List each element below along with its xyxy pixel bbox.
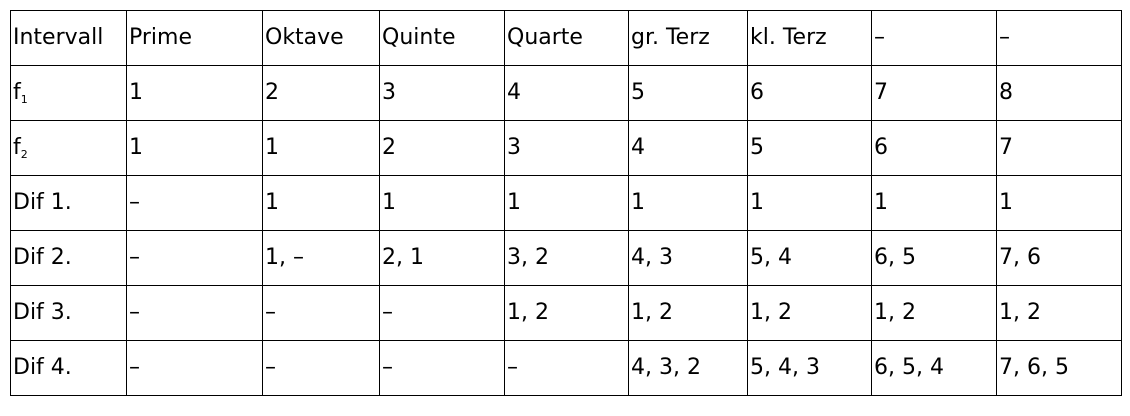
table-cell: 1 [996, 175, 1122, 231]
interval-table: Intervall Prime Oktave Quinte Quarte gr. Terz… [10, 10, 1122, 396]
row-label-cell: Dif 2. [10, 230, 127, 286]
column-header-cell: Quinte [379, 10, 505, 66]
table-cell: 1 [126, 65, 263, 121]
table-cell: 5, 4 [747, 230, 872, 286]
row-label-cell: Dif 3. [10, 285, 127, 341]
table-cell: 5, 4, 3 [747, 340, 872, 396]
table-row: Dif 3. – – –1, 2 1, 2 1, 2 1, 2 1, 2 [10, 285, 1122, 341]
column-header-cell: Prime [126, 10, 263, 66]
table-cell: 1 [379, 175, 505, 231]
column-header-cell: – [996, 10, 1122, 66]
table-row: f2 1 1 2 3 4 5 6 7 [10, 120, 1122, 176]
column-header-cell: Quarte [504, 10, 629, 66]
table-cell: – [379, 285, 505, 341]
row-label-cell: Dif 4. [10, 340, 127, 396]
table-cell: 1 [126, 120, 263, 176]
table-cell: 1 [504, 175, 629, 231]
row-label-cell: Intervall [10, 10, 127, 66]
table-cell: 2, 1 [379, 230, 505, 286]
table-cell: 8 [996, 65, 1122, 121]
table-cell: 1 [262, 120, 380, 176]
table-cell: – [126, 175, 263, 231]
table-cell: – [126, 340, 263, 396]
table-cell: 7, 6, 5 [996, 340, 1122, 396]
row-label: f [13, 135, 21, 160]
column-header-cell: Oktave [262, 10, 380, 66]
row-label-subscript: 2 [20, 148, 28, 161]
table-row: Dif 2. –1, –2, 1 3, 2 4, 3 5, 4 6, 5 7, 6 [10, 230, 1122, 286]
table-cell: 3 [504, 120, 629, 176]
table-cell: – [262, 285, 380, 341]
table-cell: 2 [379, 120, 505, 176]
table-cell: 6 [871, 120, 997, 176]
table-cell: 1 [262, 175, 380, 231]
row-label: Dif 4. [13, 355, 72, 380]
table-cell: 4, 3 [628, 230, 748, 286]
table-cell: 1 [628, 175, 748, 231]
column-header-cell: – [871, 10, 997, 66]
row-label: Dif 2. [13, 245, 72, 270]
table-cell: 4, 3, 2 [628, 340, 748, 396]
table-cell: 1, 2 [504, 285, 629, 341]
column-header-cell: gr. Terz [628, 10, 748, 66]
row-label: Dif 3. [13, 300, 72, 325]
table-cell: – [379, 340, 505, 396]
table-cell: 6, 5 [871, 230, 997, 286]
table-cell: 6 [747, 65, 872, 121]
row-label-cell: f2 [10, 120, 127, 176]
table-cell: 1, 2 [996, 285, 1122, 341]
table-row: Dif 1. –1 1 1 1 1 1 1 [10, 175, 1122, 231]
table-cell: 5 [747, 120, 872, 176]
interval-table-body: Intervall Prime Oktave Quinte Quarte gr. Terz… [10, 10, 1122, 396]
table-cell: 4 [628, 120, 748, 176]
table-cell: – [504, 340, 629, 396]
table-header-row: Intervall Prime Oktave Quinte Quarte gr. Terz… [10, 10, 1122, 66]
table-cell: 3 [379, 65, 505, 121]
table-row: Dif 4. – – – –4, 3, 2 5, 4, 3 6, 5, 4 7, 6, 5 [10, 340, 1122, 396]
table-cell: 1, 2 [747, 285, 872, 341]
table-cell: 1, – [262, 230, 380, 286]
table-cell: 5 [628, 65, 748, 121]
row-label: Intervall [13, 25, 104, 50]
table-cell: 1, 2 [628, 285, 748, 341]
table-cell: 7 [996, 120, 1122, 176]
table-cell: 1 [871, 175, 997, 231]
row-label-cell: f1 [10, 65, 127, 121]
table-cell: – [262, 340, 380, 396]
table-row: f1 1 2 3 4 5 6 7 8 [10, 65, 1122, 121]
column-header-cell: kl. Terz [747, 10, 872, 66]
table-cell: 3, 2 [504, 230, 629, 286]
table-cell: 7, 6 [996, 230, 1122, 286]
row-label-subscript: 1 [20, 93, 28, 106]
table-cell: 1, 2 [871, 285, 997, 341]
table-cell: – [126, 285, 263, 341]
table-cell: 4 [504, 65, 629, 121]
table-cell: 6, 5, 4 [871, 340, 997, 396]
row-label: Dif 1. [13, 190, 72, 215]
table-cell: 2 [262, 65, 380, 121]
table-cell: 7 [871, 65, 997, 121]
row-label-cell: Dif 1. [10, 175, 127, 231]
row-label: f [13, 80, 21, 105]
table-cell: 1 [747, 175, 872, 231]
table-cell: – [126, 230, 263, 286]
